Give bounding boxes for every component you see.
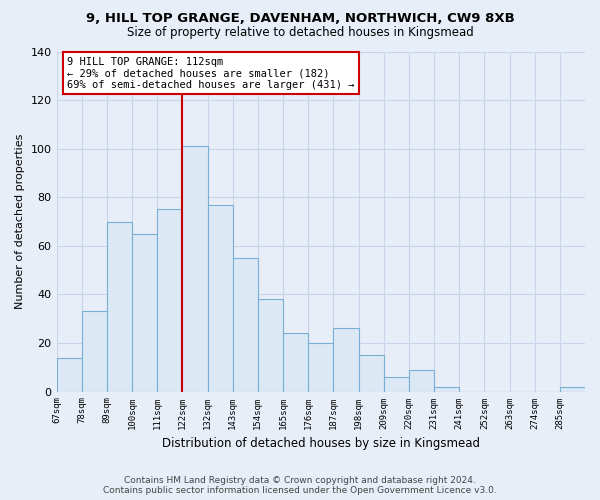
Bar (182, 146, 208, 392)
Bar (132, 234, 157, 392)
Bar (157, 210, 182, 392)
Bar (82, 312, 107, 392)
Bar (107, 222, 132, 392)
Bar (233, 258, 258, 392)
Bar (434, 386, 459, 392)
Bar (409, 370, 434, 392)
Text: Contains HM Land Registry data © Crown copyright and database right 2024.
Contai: Contains HM Land Registry data © Crown c… (103, 476, 497, 495)
Bar (334, 328, 359, 392)
Bar (208, 204, 233, 392)
Bar (56, 358, 82, 392)
Text: 9, HILL TOP GRANGE, DAVENHAM, NORTHWICH, CW9 8XB: 9, HILL TOP GRANGE, DAVENHAM, NORTHWICH,… (86, 12, 514, 26)
Bar (258, 300, 283, 392)
Text: Size of property relative to detached houses in Kingsmead: Size of property relative to detached ho… (127, 26, 473, 39)
Bar (283, 334, 308, 392)
Y-axis label: Number of detached properties: Number of detached properties (15, 134, 25, 309)
X-axis label: Distribution of detached houses by size in Kingsmead: Distribution of detached houses by size … (162, 437, 480, 450)
Bar (560, 386, 585, 392)
Bar (383, 377, 409, 392)
Text: 9 HILL TOP GRANGE: 112sqm
← 29% of detached houses are smaller (182)
69% of semi: 9 HILL TOP GRANGE: 112sqm ← 29% of detac… (67, 56, 355, 90)
Bar (359, 355, 383, 392)
Bar (308, 343, 334, 392)
